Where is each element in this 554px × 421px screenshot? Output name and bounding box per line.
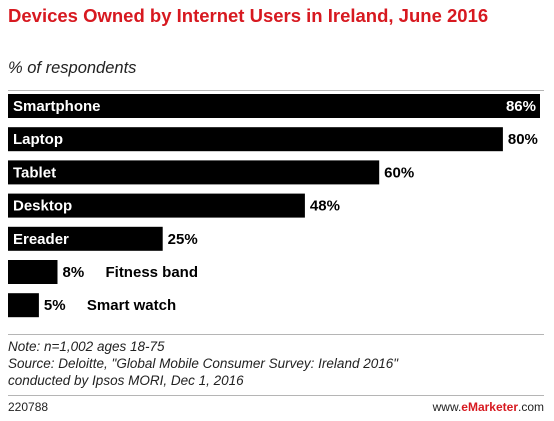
note-divider [8, 334, 544, 335]
value-label-fitness-band: 8% [62, 264, 84, 281]
note-sample: Note: n=1,002 ages 18-75 [8, 339, 165, 354]
bar-desktop [8, 193, 305, 218]
footer-divider [8, 395, 544, 396]
category-label-laptop: Laptop [13, 131, 63, 148]
category-label-smartphone: Smartphone [13, 98, 101, 115]
bar-smart-watch [8, 293, 39, 318]
category-label-desktop: Desktop [13, 198, 72, 215]
chart-subtitle: % of respondents [8, 59, 137, 77]
bar-tablet [8, 160, 380, 185]
brand-prefix: www. [432, 400, 462, 414]
bar-laptop [8, 127, 503, 152]
value-label-smartphone: 86% [506, 98, 536, 115]
note-source: Source: Deloitte, "Global Mobile Consume… [8, 356, 399, 371]
bar-chart: Smartphone 86% Laptop 80% Tablet 60% Desktop 48… [8, 94, 540, 318]
chart-id: 220788 [8, 400, 49, 414]
note-conducted: conducted by Ipsos MORI, Dec 1, 2016 [8, 373, 244, 388]
category-label-smart-watch: Smart watch [87, 297, 176, 314]
chart-title: Devices Owned by Internet Users in Irela… [8, 5, 489, 26]
bar-fitness-band [8, 260, 58, 284]
brand-name: eMarketer [461, 400, 518, 414]
value-label-smart-watch: 5% [44, 297, 66, 314]
category-label-ereader: Ereader [13, 231, 69, 248]
value-label-tablet: 60% [384, 164, 414, 181]
category-label-tablet: Tablet [13, 164, 56, 181]
bar-ereader [8, 226, 163, 251]
brand-suffix: .com [517, 400, 544, 414]
value-label-laptop: 80% [508, 131, 538, 148]
emarketer-logo[interactable]: www.eMarketer.com [433, 400, 544, 414]
top-divider [8, 90, 544, 91]
value-label-desktop: 48% [310, 198, 340, 215]
bar-smartphone [8, 94, 540, 118]
value-label-ereader: 25% [168, 231, 198, 248]
source-note: Note: n=1,002 ages 18-75 Source: Deloitt… [8, 338, 544, 389]
category-label-fitness-band: Fitness band [105, 264, 198, 281]
